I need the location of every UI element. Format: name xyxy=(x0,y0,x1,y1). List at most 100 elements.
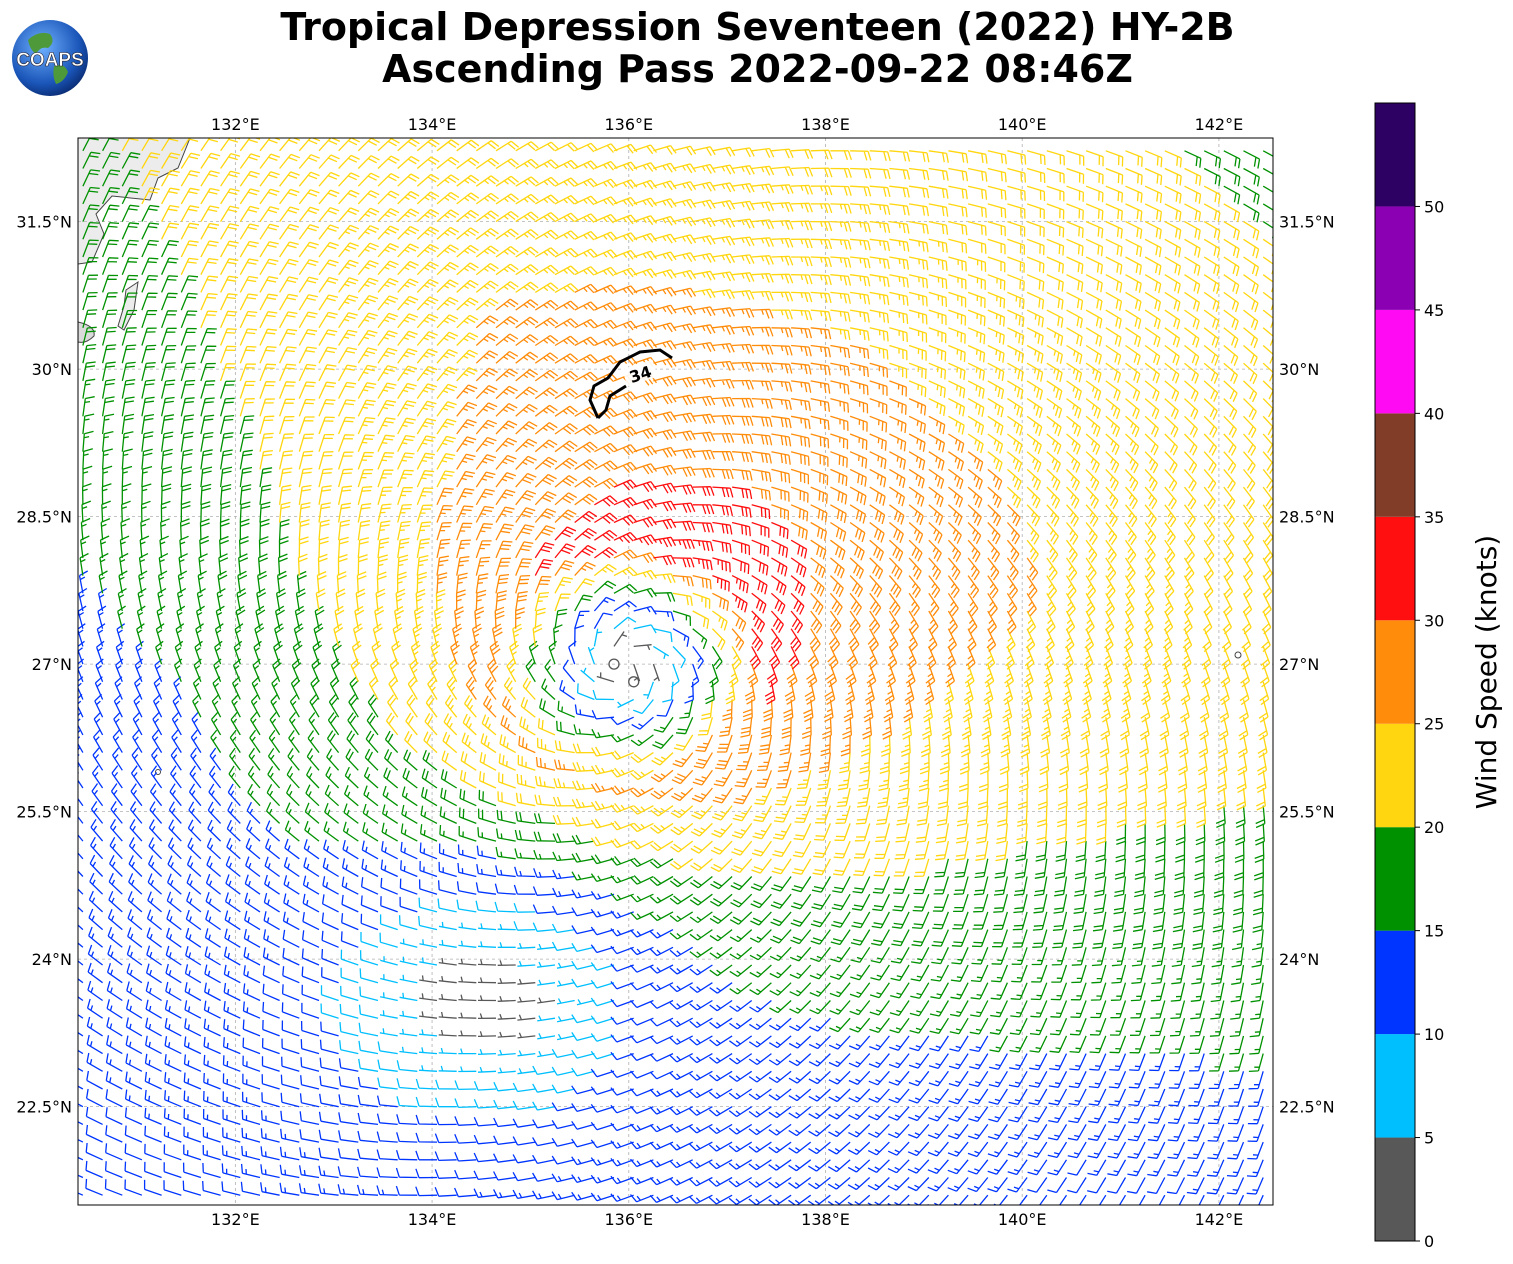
wind-barb xyxy=(551,1120,575,1130)
wind-barb xyxy=(457,844,477,860)
wind-barb xyxy=(928,1106,949,1122)
wind-barb xyxy=(425,694,438,718)
wind-barb xyxy=(438,975,457,984)
wind-barb xyxy=(1262,593,1272,617)
wind-barb xyxy=(691,787,713,803)
wind-barb xyxy=(613,600,637,612)
wind-barb xyxy=(554,740,575,754)
wind-barb xyxy=(436,314,459,329)
wind-barb xyxy=(613,249,638,260)
wind-barb xyxy=(574,336,598,347)
wind-barb xyxy=(869,521,885,543)
wind-barb xyxy=(1248,1053,1264,1073)
wind-barb xyxy=(110,783,123,807)
wind-barb xyxy=(748,1106,772,1118)
wind-barb xyxy=(948,203,968,218)
wind-barb xyxy=(737,734,753,754)
wind-barb xyxy=(475,245,499,258)
wind-barb xyxy=(1203,593,1213,617)
wind-barb xyxy=(1026,327,1044,346)
wind-barb xyxy=(1079,734,1090,758)
wind-barb xyxy=(396,1060,418,1072)
wind-barb xyxy=(571,942,595,953)
wind-barb xyxy=(1085,256,1103,275)
wind-barb xyxy=(416,261,439,276)
wind-barb xyxy=(888,521,904,544)
wind-barb xyxy=(1109,1053,1127,1071)
wind-barb xyxy=(1111,947,1127,967)
wind-barb xyxy=(1152,911,1166,933)
wind-barb xyxy=(357,434,375,452)
wind-barb xyxy=(501,696,517,718)
wind-barb xyxy=(338,381,357,399)
wind-barb xyxy=(689,1194,713,1204)
wind-barb xyxy=(1228,1071,1245,1090)
wind-barb xyxy=(435,589,446,612)
wind-barb xyxy=(121,344,137,364)
wind-barb xyxy=(1184,344,1200,366)
wind-barb xyxy=(1138,752,1149,776)
wind-barb xyxy=(416,191,440,205)
wind-barb xyxy=(887,1141,910,1156)
wind-barb xyxy=(515,541,534,559)
wind-barb xyxy=(967,628,977,652)
wind-barb xyxy=(464,695,477,718)
wind-barb xyxy=(987,1159,1008,1175)
wind-barb xyxy=(121,483,132,505)
wind-barb xyxy=(357,1094,379,1108)
wind-barb xyxy=(78,1174,84,1179)
wind-barb xyxy=(1085,309,1103,329)
wind-barb xyxy=(1223,593,1233,617)
wind-barb xyxy=(436,296,459,311)
wind-barb xyxy=(948,398,966,417)
wind-barb xyxy=(1233,894,1245,916)
wind-barb xyxy=(196,588,206,612)
wind-barb xyxy=(416,156,440,169)
wind-barb xyxy=(456,556,470,576)
wind-barb xyxy=(571,1191,595,1201)
wind-barb xyxy=(357,260,379,276)
wind-barb xyxy=(1144,539,1156,563)
wind-barb xyxy=(480,733,497,754)
wind-barb xyxy=(1046,592,1057,617)
wind-barb xyxy=(1046,398,1063,419)
wind-barb xyxy=(128,873,143,895)
wind-barb xyxy=(494,606,505,629)
wind-barb xyxy=(318,241,339,258)
wind-barb xyxy=(512,1189,536,1200)
wind-barb xyxy=(662,681,674,703)
wind-barb xyxy=(877,787,891,809)
wind-barb xyxy=(987,291,1006,309)
wind-barb xyxy=(1003,681,1014,706)
wind-barb xyxy=(911,929,930,947)
wind-barb xyxy=(768,646,781,670)
wind-barb xyxy=(818,752,832,774)
wind-barb xyxy=(141,379,156,399)
wind-barb xyxy=(456,881,477,895)
wind-barb xyxy=(768,1035,792,1049)
wind-barb xyxy=(89,854,104,877)
wind-barb xyxy=(279,346,297,364)
wind-barb xyxy=(653,162,677,173)
wind-barb xyxy=(1183,522,1196,546)
wind-barb xyxy=(653,198,677,209)
wind-barb xyxy=(1167,1141,1186,1160)
wind-barb xyxy=(1014,858,1028,879)
wind-barb xyxy=(574,610,590,629)
wind-barb xyxy=(397,295,419,311)
wind-barb xyxy=(1148,1106,1166,1124)
wind-barb xyxy=(130,783,143,807)
wind-barb xyxy=(515,558,532,576)
wind-barb xyxy=(263,892,280,913)
wind-barb xyxy=(318,1183,339,1196)
wind-barb xyxy=(321,894,339,913)
wind-barb xyxy=(649,1088,674,1097)
wind-barb xyxy=(165,945,182,966)
wind-barb xyxy=(298,381,316,399)
wind-barb xyxy=(808,1035,831,1050)
wind-barb xyxy=(907,646,917,670)
wind-barb xyxy=(1082,681,1092,706)
lat-tick-label-left: 31.5°N xyxy=(16,213,72,232)
wind-barb xyxy=(377,277,399,293)
wind-barb xyxy=(692,146,716,157)
